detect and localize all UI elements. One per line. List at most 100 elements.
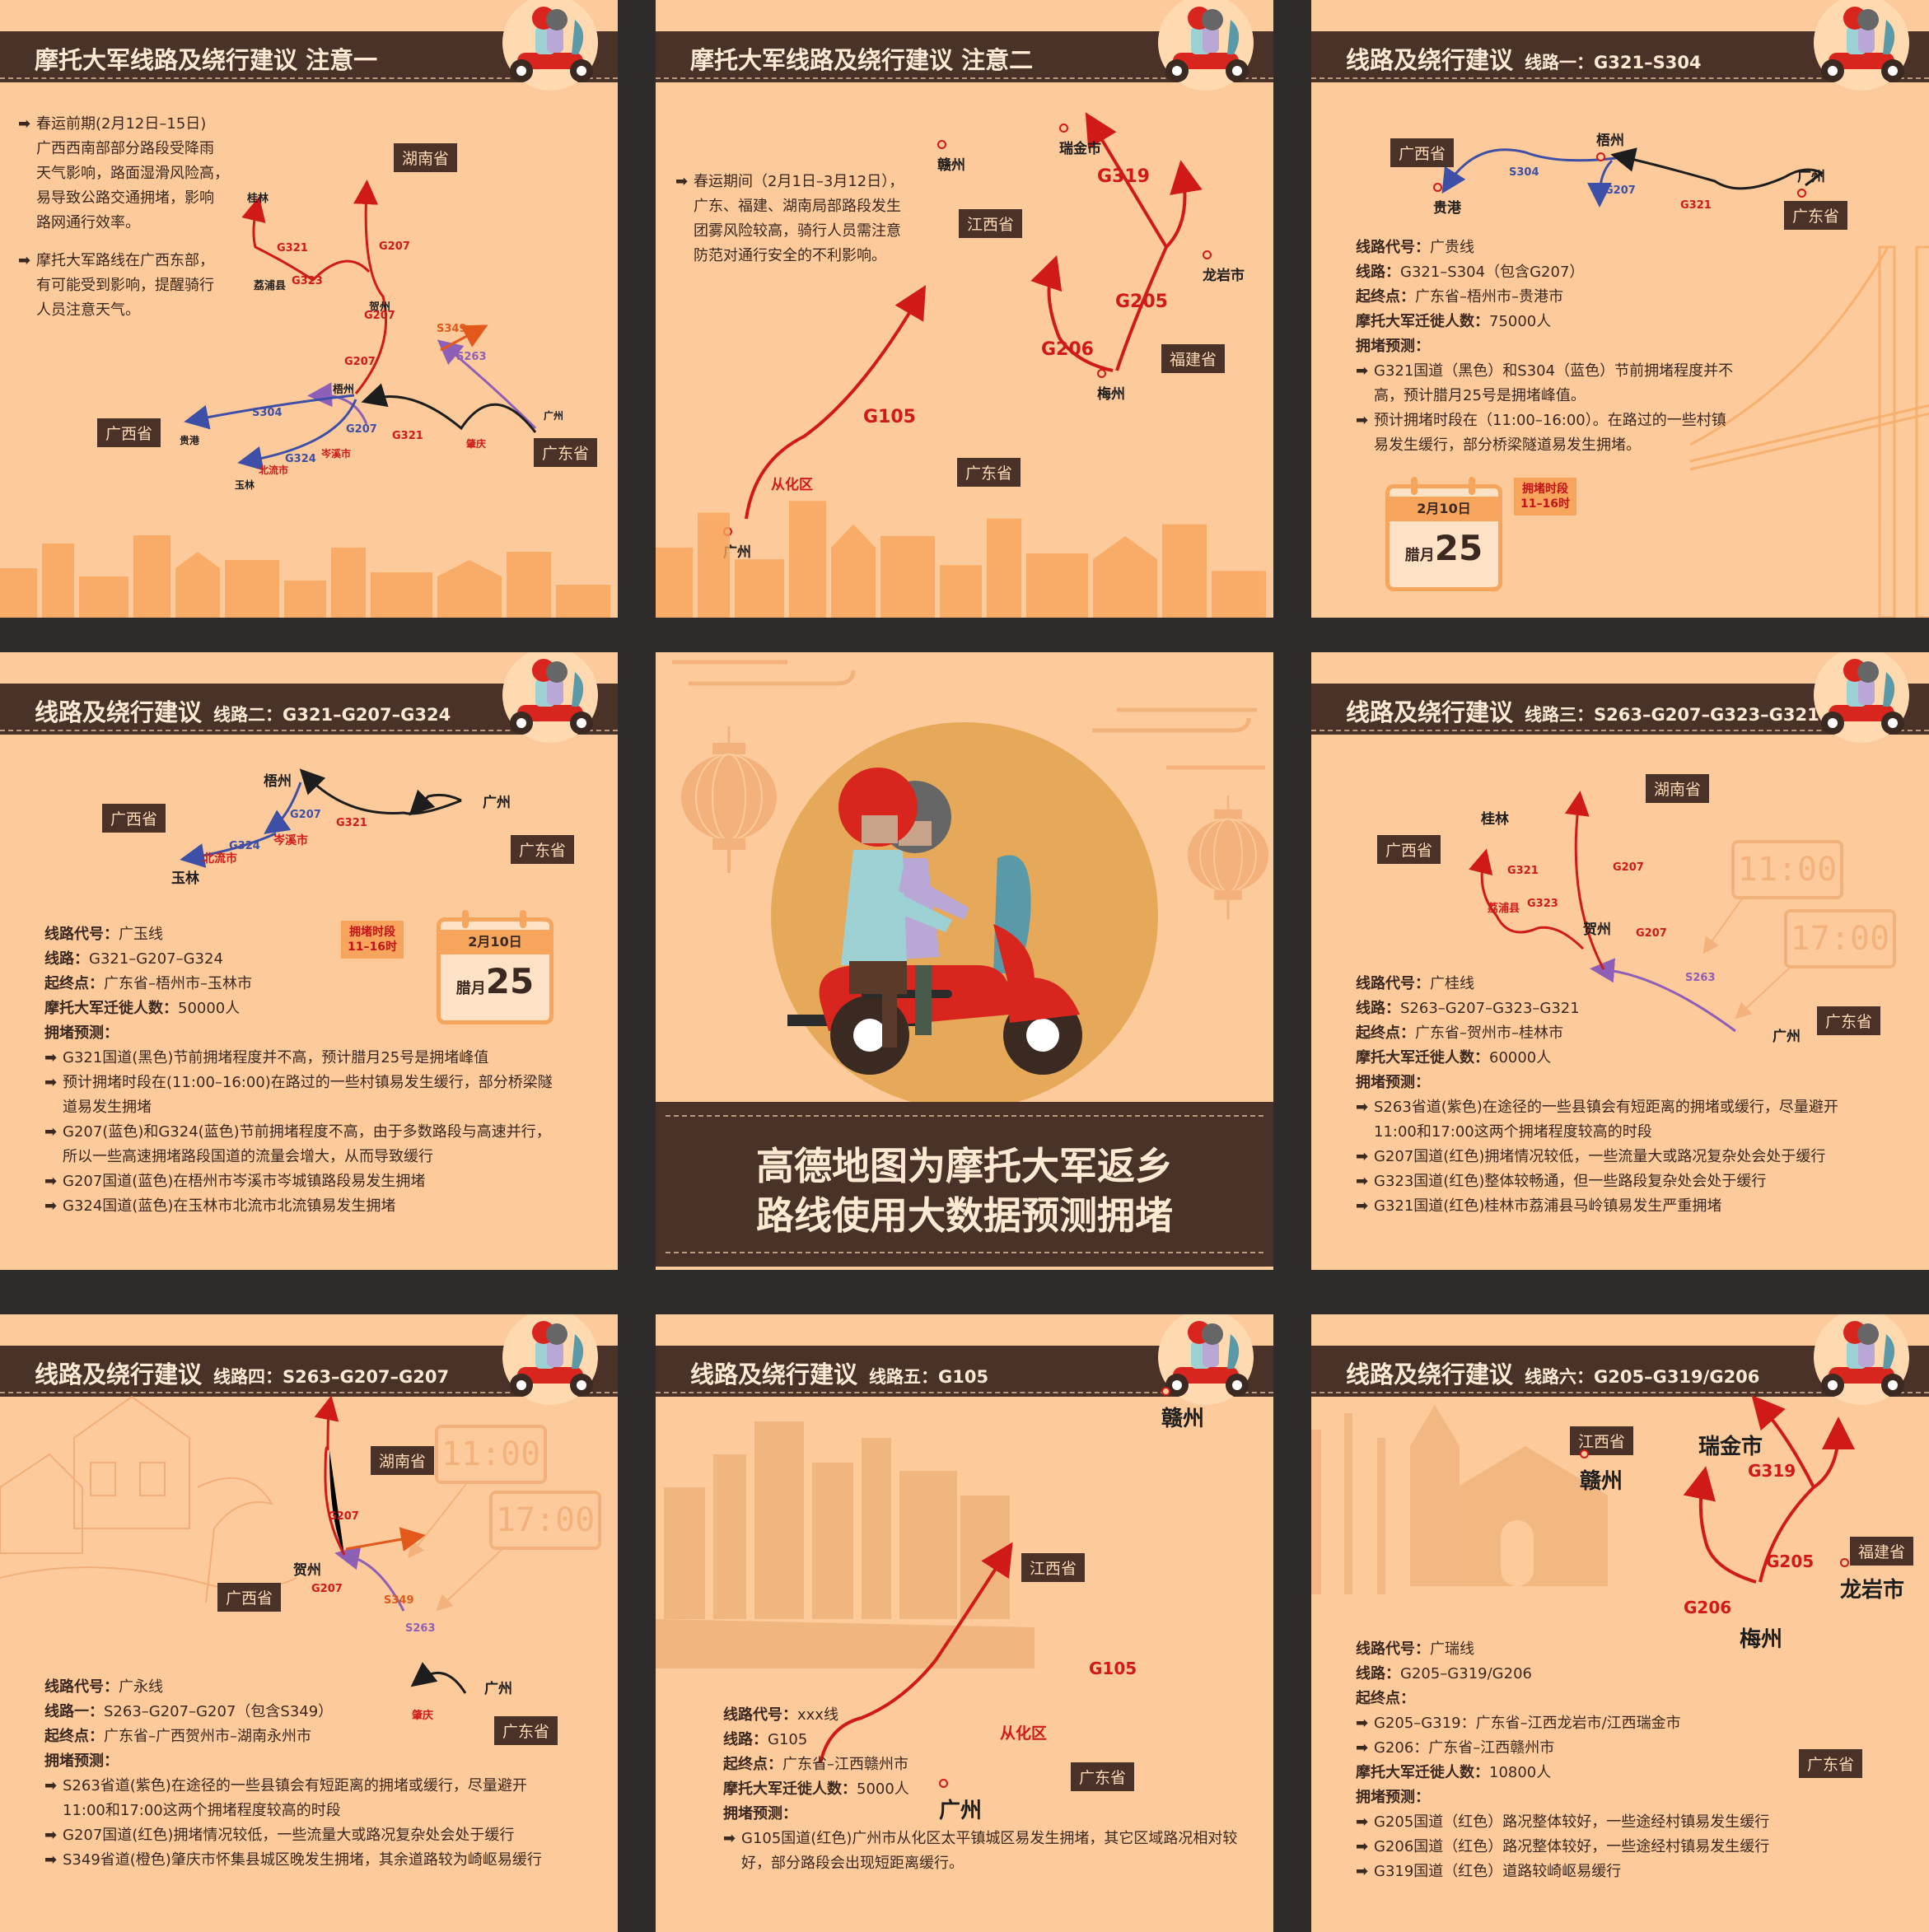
route-g321-b [1784, 168, 1824, 187]
province-label-guangdong: 广东省 [494, 1716, 558, 1745]
route-map [184, 180, 537, 471]
route-label-s304: S304 [252, 407, 283, 419]
route-label-g319: G319 [1748, 1461, 1796, 1481]
lunar-day: 25 [485, 961, 535, 1001]
route-label-g205: G205 [1766, 1552, 1815, 1571]
city-dot-icon [1433, 183, 1442, 192]
route-g207 [1587, 159, 1614, 208]
route-info: 线路代号：广永线 线路一：S263–G207–G207（包含S349） 起终点：… [44, 1675, 542, 1873]
lantern-icon [681, 726, 777, 873]
panel-title: 线路及绕行建议 [1346, 46, 1514, 74]
city-dot-icon [937, 140, 946, 149]
skyline-illustration [0, 535, 610, 618]
city-guilin: 桂林 [247, 193, 269, 205]
route-map [745, 112, 1203, 520]
city-dot-icon [1596, 152, 1605, 161]
province-label-guangdong: 广东省 [534, 438, 598, 467]
city-ganzhou: 赣州 [1580, 1440, 1623, 1495]
city-yulin: 玉林 [171, 870, 199, 887]
lunar-month: 腊月 [1404, 547, 1435, 564]
route-label-g321: G321 [336, 817, 367, 829]
route-label-g207: G207 [328, 1510, 359, 1523]
province-label-guangdong: 广东省 [1071, 1762, 1135, 1791]
panel-subtitle: 线路六：G205–G319/G206 [1525, 1367, 1760, 1387]
arrow-right-icon: ➡ [44, 1827, 58, 1844]
route-s263 [307, 382, 368, 425]
city-dot-icon [1203, 250, 1212, 259]
route-g321 [299, 768, 462, 815]
route-label-g207: G207 [290, 809, 321, 821]
route-s349 [345, 1527, 426, 1552]
arrow-right-icon: ➡ [18, 115, 31, 133]
route-s304 [184, 394, 355, 430]
route-s263 [334, 1545, 405, 1612]
panel-title: 线路及绕行建议 [35, 698, 203, 726]
city-cenxi: 岑溪市 [321, 448, 352, 460]
church-sketch-illustration [1311, 1405, 1608, 1594]
city-beiliu: 北流市 [259, 464, 289, 476]
digital-clock-icon: 17:00 [1784, 909, 1896, 968]
city-dot-icon [1797, 189, 1806, 198]
route-g321-a [1610, 147, 1786, 190]
panel-route-six: 线路及绕行建议 线路六：G205–G319/G206 江西省 福建省 广东省 赣州… [1311, 1314, 1929, 1932]
route-info: 线路代号：广桂线 线路：S263–G207–G323–G321 起终点：广东省–… [1356, 972, 1838, 1219]
route-label-g323: G323 [1527, 898, 1558, 910]
province-label-guangxi: 广西省 [1390, 138, 1455, 167]
route-label-g105: G105 [1089, 1659, 1137, 1678]
route-label-g321: G321 [392, 430, 423, 442]
panel-subtitle: 线路四：S263–G207–G207 [213, 1367, 450, 1387]
city-longyan: 龙岩市 [1203, 247, 1245, 284]
arrow-right-icon: ➡ [1356, 1099, 1369, 1116]
arrow-right-icon: ➡ [1356, 1813, 1369, 1831]
jam-period-badge: 拥堵时段 11–16时 [1514, 478, 1576, 516]
province-label-guangxi: 广西省 [102, 804, 166, 833]
route-s349 [440, 324, 488, 352]
city-guangzhou: 广州 [544, 410, 564, 422]
city-dot-icon [1580, 1449, 1589, 1458]
arrow-right-icon: ➡ [1356, 1173, 1369, 1190]
panel-subtitle: 线路五：G105 [869, 1367, 989, 1387]
route-info: 线路代号：广贵线 线路：G321–S304（包含G207） 起终点：广东省–梧州… [1356, 239, 1734, 454]
route-label-g206: G206 [1041, 339, 1094, 360]
province-label-fujian: 福建省 [1850, 1537, 1914, 1566]
route-label-g207: G207 [346, 423, 377, 436]
city-beiliu: 北流市 [203, 852, 237, 866]
cover-title-banner: 高德地图为摩托大军返乡 路线使用大数据预测拥堵 [656, 1102, 1273, 1267]
arrow-right-icon: ➡ [1356, 1838, 1369, 1855]
route-g205 [1759, 1416, 1855, 1583]
city-dot-icon [1059, 124, 1068, 133]
route-g205 [1115, 160, 1203, 371]
route-label-g321: G321 [1680, 199, 1712, 212]
province-label-fujian: 福建省 [1161, 344, 1226, 373]
panel-route-four: 线路及绕行建议 线路四：S263–G207–G207 11:00 17:00 湖南… [0, 1314, 618, 1932]
panel-note-two: 摩托大军线路及绕行建议 注意二 ➡ 春运期间（2月1日–3月12日）， 广东、福建… [656, 0, 1273, 618]
arrow-right-icon: ➡ [1356, 1715, 1369, 1732]
panel-title: 线路及绕行建议 [1346, 1360, 1514, 1388]
cover-title-line1: 高德地图为摩托大军返乡 [756, 1144, 1173, 1188]
arrow-right-icon: ➡ [44, 1049, 58, 1066]
route-label-g207: G207 [1604, 184, 1636, 197]
city-ganzhou: 赣州 [1161, 1377, 1204, 1432]
province-label-guangxi: 广西省 [97, 418, 161, 447]
route-label-g321: G321 [1507, 865, 1539, 877]
arrow-right-icon: ➡ [44, 1777, 58, 1794]
route-map [1441, 147, 1824, 208]
route-g105 [819, 1542, 1013, 1764]
province-label-guangxi: 广西省 [1377, 835, 1441, 864]
route-g321-black [361, 383, 537, 433]
route-label-g206: G206 [1684, 1598, 1732, 1617]
jam-period-badge: 拥堵时段 11–16时 [341, 921, 404, 959]
arrow-right-icon: ➡ [1356, 1739, 1369, 1757]
route-label-g324: G324 [285, 453, 316, 465]
calendar-icon: 2月10日 腊月25 [1385, 477, 1502, 591]
city-dot-icon [1840, 1558, 1849, 1567]
route-label-g207: G207 [1636, 927, 1667, 940]
city-guangzhou: 广州 [1773, 1029, 1801, 1045]
skyline-illustration [656, 501, 1266, 618]
route-s263-a [437, 339, 537, 430]
panel-route-two: 线路及绕行建议 线路二：G321–G207–G324 广西省 广东省 梧州 广州 … [0, 652, 618, 1270]
city-cenxi: 岑溪市 [273, 834, 308, 847]
city-guigang: 贵港 [180, 435, 200, 446]
panel-route-one: 线路及绕行建议 线路一：G321–S304 广西省 广东省 梧州 贵港 广州 S3… [1311, 0, 1929, 618]
city-guangzhou: 广州 [483, 795, 511, 811]
